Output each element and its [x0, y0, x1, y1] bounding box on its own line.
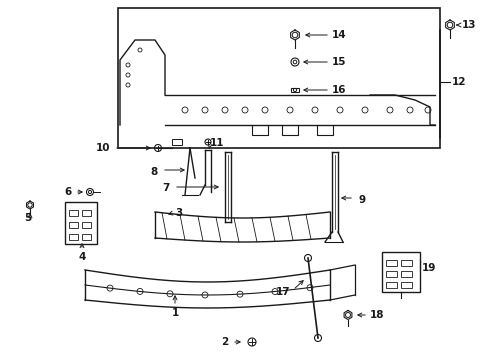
Bar — [172, 139, 182, 145]
Text: 12: 12 — [452, 77, 466, 87]
Text: 19: 19 — [422, 263, 437, 273]
Bar — [118, 8, 440, 148]
Bar — [291, 87, 299, 93]
Text: 10: 10 — [96, 143, 110, 153]
Bar — [65, 202, 97, 244]
Text: 1: 1 — [172, 308, 179, 318]
Bar — [82, 234, 91, 240]
Bar — [69, 222, 78, 228]
Text: 9: 9 — [358, 195, 365, 205]
Text: 11: 11 — [210, 138, 224, 148]
Text: 13: 13 — [462, 20, 476, 30]
Bar — [401, 260, 412, 266]
Bar — [82, 222, 91, 228]
Text: 3: 3 — [175, 208, 182, 218]
Text: 15: 15 — [332, 57, 346, 67]
Text: 5: 5 — [24, 213, 32, 223]
Bar — [401, 271, 412, 277]
Text: 16: 16 — [332, 85, 346, 95]
Bar — [401, 282, 412, 288]
Bar — [69, 210, 78, 216]
Text: 18: 18 — [370, 310, 385, 320]
Text: 8: 8 — [151, 167, 158, 177]
Bar — [386, 282, 397, 288]
Bar — [69, 234, 78, 240]
Text: 14: 14 — [332, 30, 346, 40]
Bar — [386, 271, 397, 277]
Text: 2: 2 — [221, 337, 228, 347]
Text: 6: 6 — [65, 187, 72, 197]
Text: 17: 17 — [275, 287, 290, 297]
Text: 7: 7 — [163, 183, 170, 193]
Text: 4: 4 — [78, 252, 86, 262]
Bar — [382, 252, 420, 292]
Bar — [82, 210, 91, 216]
Bar — [386, 260, 397, 266]
